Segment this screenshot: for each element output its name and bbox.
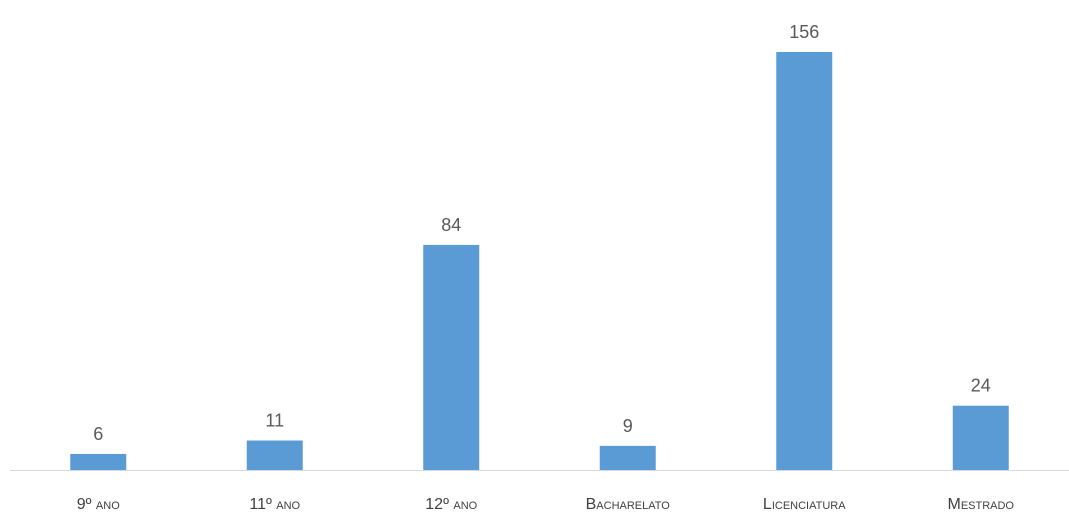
x-tick-label-4: Licenciatura [763,496,846,513]
bar-3 [599,445,656,470]
data-labels-group: 6 11 84 9 156 24 [93,22,991,444]
bars-group [70,52,1009,470]
data-label-5: 24 [971,376,991,396]
data-label-4: 156 [789,22,819,42]
x-tick-label-2: 12º ano [425,496,477,513]
bar-2 [423,244,480,470]
bar-1 [246,440,303,470]
x-tick-label-0: 9º ano [77,496,120,513]
data-label-0: 6 [93,424,103,444]
bar-4 [776,52,833,470]
x-tick-label-3: Bacharelato [586,496,671,513]
x-tick-label-5: Mestrado [947,496,1014,513]
data-label-2: 84 [441,215,461,235]
data-label-3: 9 [623,416,633,436]
bar-5 [952,405,1009,470]
data-label-1: 11 [265,411,284,431]
x-tick-labels-group: 9º ano 11º ano 12º ano Bacharelato Licenciat… [77,496,1015,513]
x-tick-label-1: 11º ano [249,496,300,513]
bar-0 [70,453,127,470]
